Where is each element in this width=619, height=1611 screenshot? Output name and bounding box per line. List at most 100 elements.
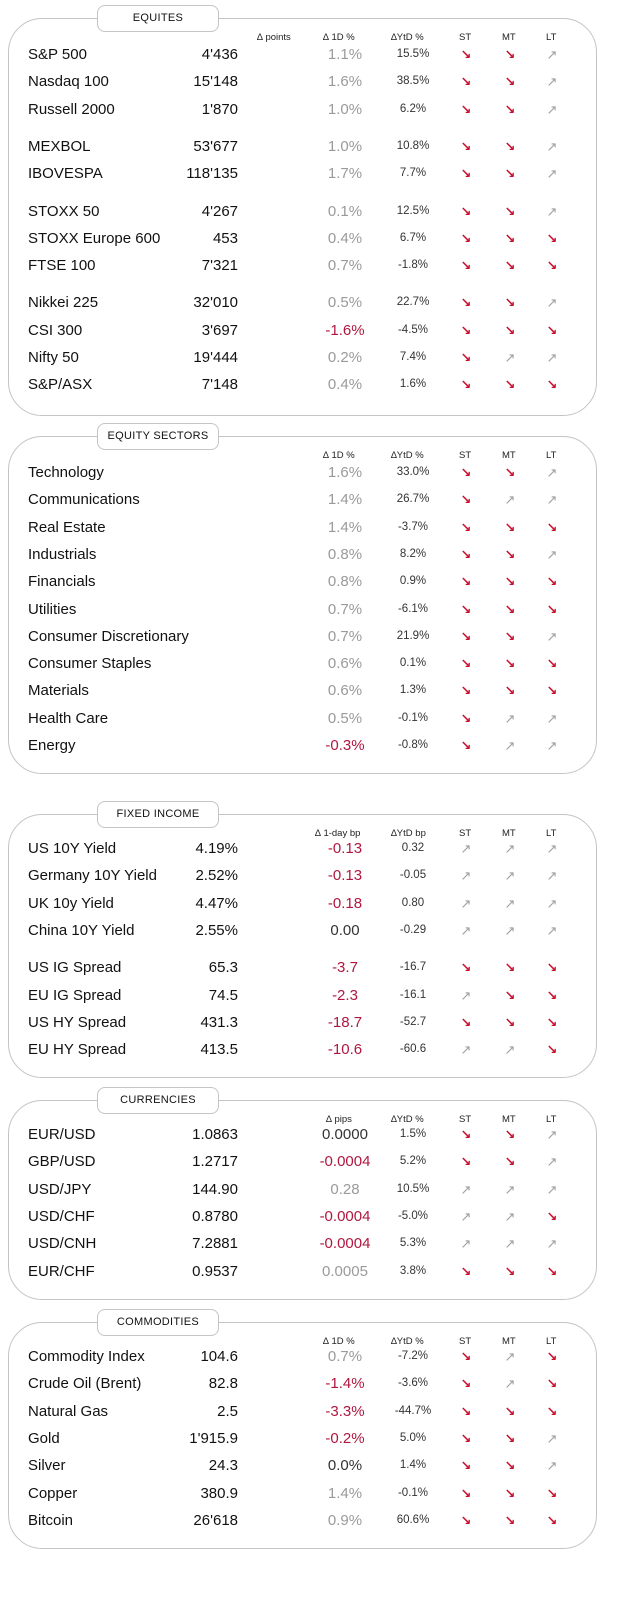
table-row: USD/CHF 0.8780 -0.0004 -5.0% ↗ ↗ ↘: [9, 1203, 596, 1230]
equity-sectors-header-change: ∆ 1D %: [323, 450, 355, 461]
fixed-income-header-mt: MT: [502, 828, 516, 839]
row-change: -0.0004: [319, 1153, 371, 1171]
trend-mt-up-arrow-icon: ↗: [504, 738, 516, 753]
row-value: 1'870: [201, 100, 238, 118]
trend-mt-down-arrow-icon: ↘: [504, 1014, 516, 1030]
table-row: Financials 0.8% 0.9% ↘ ↘ ↘: [9, 568, 596, 595]
trend-st-down-arrow-icon: ↘: [460, 656, 472, 672]
table-row: Energy -0.3% -0.8% ↘ ↗ ↗: [9, 732, 596, 759]
row-ytd: 7.4%: [399, 351, 427, 363]
commodities-header-st: ST: [459, 1336, 472, 1347]
trend-mt-down-arrow-icon: ↘: [504, 628, 516, 644]
row-ytd: 0.80: [401, 896, 425, 909]
row-change: -10.6: [327, 1041, 363, 1059]
trend-st-down-arrow-icon: ↘: [460, 1127, 472, 1142]
row-change: 0.2%: [327, 349, 363, 366]
row-value: 4.19%: [195, 840, 238, 857]
trend-st-up-arrow-icon: ↗: [460, 1181, 472, 1197]
commodities-header-ytd: ∆YtD %: [391, 1336, 424, 1347]
trend-st-down-arrow-icon: ↘: [460, 601, 472, 617]
trend-lt-up-arrow-icon: ↗: [546, 295, 558, 311]
row-change: 0.7%: [327, 257, 363, 275]
table-row: Silver 24.3 0.0% 1.4% ↘ ↘ ↗: [9, 1452, 596, 1479]
trend-lt-down-arrow-icon: ↘: [546, 1042, 558, 1058]
table-row: Nikkei 225 32'010 0.5% 22.7% ↘ ↘ ↗: [9, 289, 596, 316]
row-ytd: 0.9%: [399, 575, 427, 588]
row-ytd: -60.6: [399, 1043, 427, 1056]
commodities-panel: COMMODITIES ∆ 1D % ∆YtD % ST MT LT Commodity I…: [8, 1309, 597, 1549]
trend-lt-down-arrow-icon: ↘: [546, 1014, 558, 1030]
row-value: 3'697: [201, 321, 238, 339]
row-name: Russell 2000: [28, 100, 115, 118]
table-row: Bitcoin 26'618 0.9% 60.6% ↘ ↘ ↘: [9, 1507, 596, 1534]
trend-mt-up-arrow-icon: ↗: [504, 895, 516, 911]
row-change: -0.3%: [325, 737, 365, 754]
row-ytd: -6.1%: [397, 602, 429, 615]
trend-mt-down-arrow-icon: ↘: [504, 656, 516, 672]
row-ytd: 10.5%: [396, 1182, 430, 1195]
trend-lt-down-arrow-icon: ↘: [546, 987, 558, 1003]
row-ytd: 0.32: [401, 842, 425, 854]
fixed-income-title: FIXED INCOME: [97, 801, 219, 828]
row-value: 1.0863: [192, 1126, 238, 1143]
row-change: 0.6%: [327, 655, 363, 673]
trend-lt-up-arrow-icon: ↗: [546, 895, 558, 911]
row-change: -1.6%: [325, 321, 365, 339]
table-row: Natural Gas 2.5 -3.3% -44.7% ↘ ↘ ↘: [9, 1398, 596, 1425]
table-row: Nifty 50 19'444 0.2% 7.4% ↘ ↗ ↗: [9, 344, 596, 371]
row-value: 144.90: [192, 1180, 238, 1198]
trend-st-down-arrow-icon: ↘: [460, 138, 472, 154]
trend-mt-down-arrow-icon: ↘: [504, 166, 516, 182]
trend-lt-up-arrow-icon: ↗: [546, 628, 558, 644]
trend-st-down-arrow-icon: ↘: [460, 322, 472, 338]
equities-header-lt: LT: [546, 32, 557, 43]
trend-st-down-arrow-icon: ↘: [460, 1512, 472, 1528]
trend-mt-down-arrow-icon: ↘: [504, 465, 516, 480]
fixed-income-header-lt: LT: [546, 828, 557, 839]
trend-st-down-arrow-icon: ↘: [460, 492, 472, 508]
row-value: 380.9: [200, 1484, 238, 1502]
row-change: -2.3: [332, 986, 358, 1004]
row-name: Industrials: [28, 545, 97, 563]
row-value: 2.5: [217, 1402, 238, 1420]
trend-lt-up-arrow-icon: ↗: [546, 1236, 558, 1252]
table-row: USD/JPY 144.90 0.28 10.5% ↗ ↗ ↗: [9, 1176, 596, 1203]
trend-mt-down-arrow-icon: ↘: [504, 47, 516, 62]
row-value: 2.55%: [195, 921, 238, 939]
trend-st-down-arrow-icon: ↘: [460, 1349, 472, 1364]
equities-header-st: ST: [459, 32, 472, 43]
trend-lt-down-arrow-icon: ↘: [546, 377, 558, 393]
trend-st-down-arrow-icon: ↘: [460, 350, 472, 365]
row-change: 0.7%: [327, 627, 363, 645]
trend-st-down-arrow-icon: ↘: [460, 1014, 472, 1030]
row-ytd: 7.7%: [399, 167, 427, 180]
trend-mt-down-arrow-icon: ↘: [504, 1403, 516, 1419]
trend-lt-down-arrow-icon: ↘: [546, 230, 558, 246]
equity-sectors-header-st: ST: [459, 450, 472, 461]
trend-mt-down-arrow-icon: ↘: [504, 322, 516, 338]
row-name: Health Care: [28, 709, 109, 727]
table-row: UK 10y Yield 4.47% -0.18 0.80 ↗ ↗ ↗: [9, 890, 596, 917]
row-change: -0.13: [327, 840, 363, 857]
trend-lt-down-arrow-icon: ↘: [546, 960, 558, 976]
equity-sectors-header-mt: MT: [502, 450, 516, 461]
row-value: 24.3: [208, 1457, 238, 1475]
row-ytd: -0.1%: [397, 1486, 429, 1499]
trend-lt-up-arrow-icon: ↗: [546, 738, 558, 753]
table-row: EUR/CHF 0.9537 0.0005 3.8% ↘ ↘ ↘: [9, 1258, 596, 1285]
row-name: IBOVESPA: [28, 165, 103, 183]
trend-lt-down-arrow-icon: ↘: [546, 683, 558, 699]
row-ytd: 0.1%: [399, 657, 427, 670]
equity-sectors-header-ytd: ∆YtD %: [391, 450, 424, 461]
table-row: USD/CNH 7.2881 -0.0004 5.3% ↗ ↗ ↗: [9, 1230, 596, 1257]
row-change: 0.8%: [327, 573, 363, 591]
row-ytd: 5.2%: [399, 1155, 427, 1168]
table-row: EU IG Spread 74.5 -2.3 -16.1 ↗ ↘ ↘: [9, 982, 596, 1009]
row-change: 0.5%: [327, 294, 363, 312]
trend-st-down-arrow-icon: ↘: [460, 166, 472, 182]
row-change: 0.1%: [327, 202, 363, 220]
row-value: 453: [212, 229, 238, 247]
trend-st-down-arrow-icon: ↘: [460, 1430, 472, 1446]
row-ytd: 8.2%: [399, 547, 427, 560]
trend-mt-down-arrow-icon: ↘: [504, 960, 516, 976]
